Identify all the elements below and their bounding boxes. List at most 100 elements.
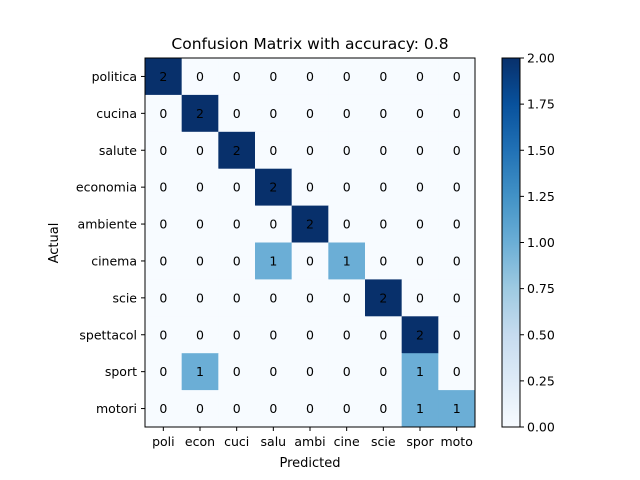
cell-value-label: 0 — [233, 290, 241, 305]
y-tick-label: cucina — [96, 106, 137, 121]
cell-value-label: 0 — [343, 180, 351, 195]
heatmap-cell — [438, 242, 476, 280]
cell-value-label: 0 — [379, 327, 387, 342]
cell-value-label: 0 — [379, 180, 387, 195]
heatmap-cell — [401, 279, 439, 317]
cell-value-label: 1 — [343, 253, 351, 268]
cell-value-label: 0 — [306, 364, 314, 379]
heatmap-cell — [145, 205, 183, 243]
heatmap-cell — [255, 168, 293, 207]
heatmap-cell — [401, 58, 439, 96]
cell-value-label: 0 — [416, 290, 424, 305]
cell-value-label: 0 — [379, 253, 387, 268]
cell-value-label: 1 — [416, 401, 424, 416]
y-axis-title: Actual — [47, 223, 62, 264]
y-tick-label: sport — [105, 364, 137, 379]
heatmap-cell — [438, 279, 476, 317]
heatmap-cell — [255, 242, 293, 280]
heatmap-cell — [181, 353, 219, 391]
heatmap-cell — [145, 279, 183, 317]
heatmap-cell — [328, 131, 366, 170]
cell-value-label: 0 — [159, 217, 167, 232]
cell-value-label: 0 — [196, 401, 204, 416]
heatmap-cell — [438, 94, 476, 133]
cell-value-label: 0 — [343, 364, 351, 379]
x-tick-label: econ — [185, 434, 215, 449]
heatmap-cell — [328, 94, 366, 133]
x-tick-label: poli — [152, 434, 175, 449]
cell-value-label: 0 — [159, 401, 167, 416]
cell-value-label: 0 — [453, 364, 461, 379]
cell-value-label: 0 — [453, 143, 461, 158]
x-tick-label: ambi — [294, 434, 325, 449]
heatmap-cell — [291, 316, 329, 354]
heatmap-cell — [438, 205, 476, 243]
heatmap-cell — [145, 94, 183, 133]
heatmap-cell — [255, 94, 293, 133]
cell-value-label: 0 — [159, 327, 167, 342]
cell-value-label: 0 — [269, 401, 277, 416]
heatmap-cell — [218, 242, 256, 280]
cell-value-label: 0 — [453, 253, 461, 268]
cell-value-label: 0 — [306, 69, 314, 84]
cell-value-label: 0 — [343, 290, 351, 305]
colorbar-tick-label: 1.75 — [527, 97, 555, 112]
colorbar-tick-label: 1.50 — [527, 143, 555, 158]
heatmap-cell — [438, 390, 476, 428]
cell-value-label: 0 — [196, 290, 204, 305]
cell-value-label: 1 — [416, 364, 424, 379]
heatmap-cell — [181, 131, 219, 170]
heatmap-cell — [218, 279, 256, 317]
heatmap-cell — [255, 131, 293, 170]
heatmap-cell — [328, 205, 366, 243]
y-tick-label: ambiente — [78, 217, 138, 232]
cell-value-label: 0 — [196, 143, 204, 158]
heatmap-cell — [181, 279, 219, 317]
cell-value-label: 0 — [196, 253, 204, 268]
heatmap-cell — [218, 94, 256, 133]
cell-value-label: 0 — [269, 290, 277, 305]
heatmap-cell — [365, 58, 403, 96]
heatmap-cell — [401, 205, 439, 243]
cell-value-label: 0 — [453, 327, 461, 342]
x-tick-label: salu — [261, 434, 287, 449]
cell-value-label: 0 — [343, 401, 351, 416]
heatmap-cell — [401, 242, 439, 280]
heatmap-cell — [365, 168, 403, 207]
heatmap-cell — [291, 58, 329, 96]
heatmap-cell — [365, 279, 403, 317]
cell-value-label: 0 — [379, 143, 387, 158]
x-tick-label: spor — [406, 434, 434, 449]
y-tick-label: economia — [76, 180, 137, 195]
cell-value-label: 0 — [416, 217, 424, 232]
cell-value-label: 0 — [416, 253, 424, 268]
cell-value-label: 0 — [306, 106, 314, 121]
cell-value-label: 0 — [159, 106, 167, 121]
heatmap-cell — [401, 390, 439, 428]
cell-value-label: 0 — [306, 253, 314, 268]
cell-value-label: 0 — [269, 364, 277, 379]
heatmap-cell — [181, 242, 219, 280]
cell-value-label: 0 — [233, 253, 241, 268]
cell-value-label: 0 — [233, 327, 241, 342]
cell-value-label: 0 — [453, 69, 461, 84]
heatmap-cell — [291, 279, 329, 317]
colorbar — [501, 57, 521, 428]
heatmap-cell — [401, 168, 439, 207]
heatmap-cell — [365, 94, 403, 133]
heatmap-cell — [255, 279, 293, 317]
cell-value-label: 0 — [379, 364, 387, 379]
y-tick-label: motori — [96, 401, 137, 416]
heatmap-cell — [145, 390, 183, 428]
cell-value-label: 0 — [453, 217, 461, 232]
cell-value-label: 0 — [196, 180, 204, 195]
cell-value-label: 0 — [233, 364, 241, 379]
y-tick-label: salute — [99, 143, 137, 158]
heatmap-cell — [255, 205, 293, 243]
heatmap-cell — [255, 316, 293, 354]
heatmap-cell — [145, 353, 183, 391]
cell-value-label: 1 — [269, 253, 277, 268]
heatmap-cell — [145, 58, 183, 96]
heatmap-cell — [218, 58, 256, 96]
